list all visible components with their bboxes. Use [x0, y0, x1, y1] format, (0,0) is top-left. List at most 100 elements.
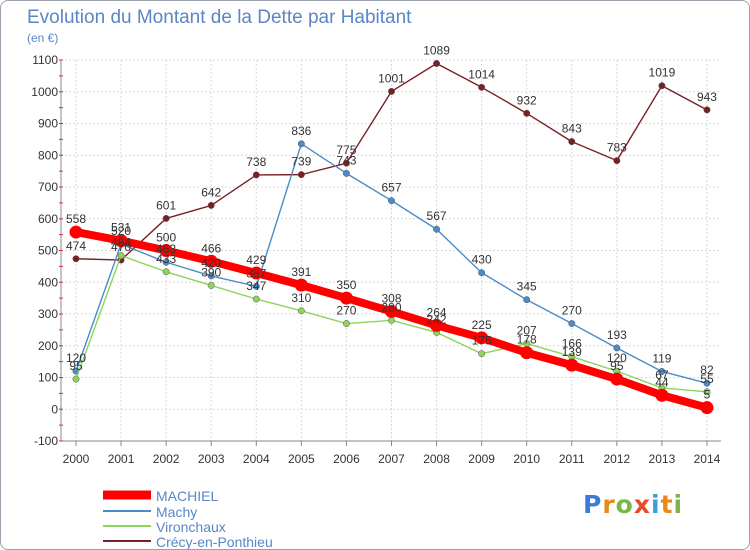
- data-label: 225: [472, 318, 492, 332]
- data-label: 743: [336, 153, 356, 167]
- logo-letter: i: [673, 490, 684, 519]
- data-label: 207: [517, 324, 537, 338]
- data-point: [655, 388, 669, 402]
- data-label: 429: [246, 253, 266, 267]
- data-point: [384, 304, 398, 318]
- x-tick-label: 2003: [198, 452, 225, 466]
- data-point: [297, 307, 305, 315]
- data-point: [568, 320, 576, 327]
- legend-label: Vironchaux: [156, 519, 226, 535]
- x-tick-label: 2013: [649, 452, 676, 466]
- logo-letter: r: [602, 490, 616, 519]
- data-point: [565, 358, 579, 372]
- data-label: 310: [291, 291, 311, 305]
- data-label: 119: [652, 351, 671, 365]
- data-label: 264: [427, 305, 447, 319]
- data-point: [342, 159, 350, 167]
- data-label: 390: [201, 265, 221, 279]
- y-tick-label: 0: [51, 402, 58, 416]
- x-tick-label: 2010: [513, 452, 540, 466]
- data-label: 657: [381, 181, 401, 195]
- data-point: [207, 201, 215, 209]
- data-label: 350: [336, 278, 356, 292]
- data-label: 270: [336, 304, 356, 318]
- data-point: [207, 272, 215, 280]
- y-tick-label: 600: [38, 212, 58, 226]
- data-point: [114, 234, 128, 248]
- data-label: 433: [156, 252, 176, 266]
- data-point: [162, 268, 170, 276]
- y-tick-label: 700: [38, 180, 58, 194]
- data-point: [162, 214, 170, 222]
- data-label: 470: [111, 240, 131, 254]
- data-point: [523, 296, 531, 304]
- data-point: [703, 379, 711, 387]
- data-label: 308: [381, 291, 401, 305]
- data-label: 474: [66, 239, 86, 253]
- y-tick-label: 100: [38, 371, 58, 385]
- data-point: [478, 269, 486, 277]
- data-label: 175: [472, 334, 492, 348]
- data-label: 178: [517, 333, 537, 347]
- data-point: [703, 106, 711, 114]
- data-label: 44: [655, 375, 669, 389]
- data-label: 1014: [468, 67, 495, 81]
- x-tick-label: 2000: [63, 452, 90, 466]
- data-point: [69, 225, 83, 239]
- proxiti-logo: Proxiti: [583, 490, 683, 519]
- x-tick-label: 2004: [243, 452, 270, 466]
- data-label: 391: [291, 265, 311, 279]
- data-label: 345: [517, 280, 537, 294]
- data-point: [475, 331, 489, 345]
- data-point: [339, 291, 353, 305]
- legend-label: MACHIEL: [156, 488, 218, 504]
- legend-label: Crécy-en-Ponthieu: [156, 534, 273, 549]
- data-label: 82: [700, 363, 714, 377]
- data-point: [252, 295, 260, 303]
- data-point: [523, 109, 531, 117]
- data-point: [478, 350, 486, 358]
- data-label: 843: [562, 122, 582, 136]
- data-point: [703, 388, 711, 396]
- data-label: 1089: [423, 43, 450, 57]
- data-point: [342, 320, 350, 327]
- data-label: 120: [66, 351, 86, 365]
- data-point: [294, 278, 308, 292]
- y-tick-label: 1100: [32, 53, 58, 67]
- data-label: 347: [246, 279, 266, 293]
- x-tick-label: 2002: [153, 452, 180, 466]
- data-point: [249, 266, 263, 280]
- data-point: [342, 169, 350, 177]
- data-label: 95: [69, 359, 83, 373]
- data-label: 932: [517, 93, 537, 107]
- data-label: 1019: [649, 66, 676, 80]
- data-label: 466: [201, 241, 221, 255]
- data-label: 5: [704, 388, 711, 402]
- data-label: 430: [472, 253, 492, 267]
- data-label: 1001: [378, 71, 405, 85]
- data-label: 520: [111, 224, 131, 238]
- data-label: 463: [156, 242, 176, 256]
- x-tick-label: 2009: [468, 452, 495, 466]
- data-label: 738: [246, 155, 266, 169]
- data-point: [204, 254, 218, 268]
- x-tick-label: 2001: [108, 452, 135, 466]
- data-point: [433, 225, 441, 233]
- data-label: 95: [610, 359, 624, 373]
- data-point: [162, 258, 170, 266]
- data-point: [700, 401, 714, 415]
- data-point: [252, 282, 260, 290]
- data-label: 420: [201, 256, 221, 270]
- data-label: 139: [562, 345, 582, 359]
- data-point: [388, 197, 395, 205]
- logo-letter: x: [633, 490, 651, 519]
- y-tick-label: 1000: [31, 85, 58, 99]
- y-tick-label: 900: [38, 117, 58, 131]
- y-tick-label: 300: [38, 307, 58, 321]
- data-label: 120: [607, 351, 627, 365]
- unit-label: (en €): [27, 31, 59, 45]
- x-tick-label: 2014: [694, 452, 721, 466]
- data-point: [433, 60, 441, 67]
